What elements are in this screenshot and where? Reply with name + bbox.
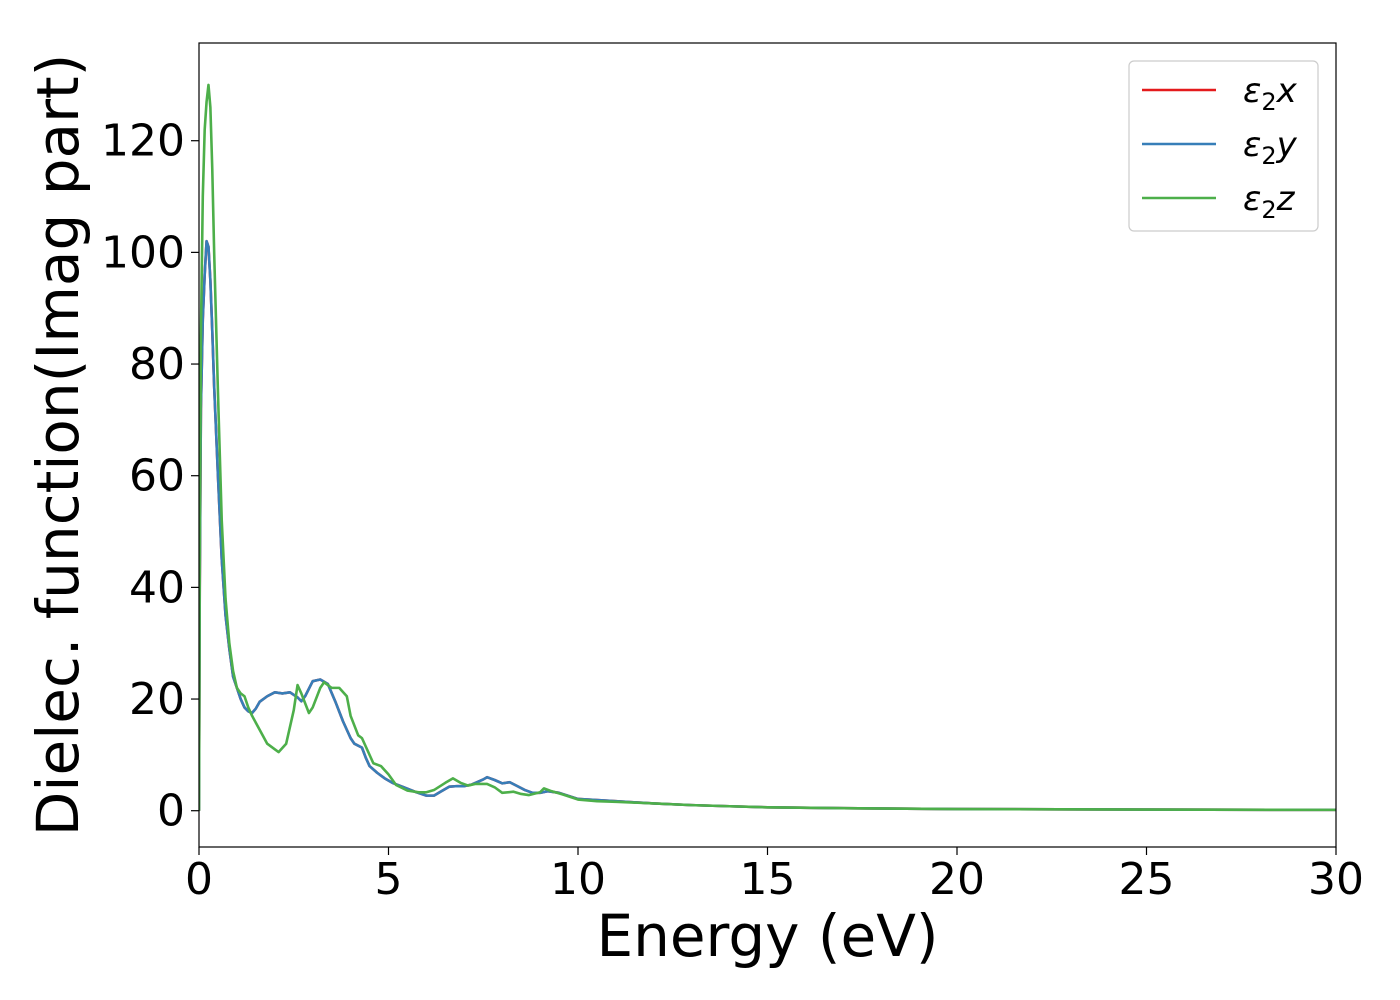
y-axis: 0 20 40 60 80 100 120 xyxy=(101,116,199,837)
x-tick-label: 20 xyxy=(929,854,985,905)
legend-label-x: ε2x xyxy=(1243,71,1298,116)
legend-box xyxy=(1128,60,1319,232)
x-tick-label: 0 xyxy=(185,854,213,905)
y-tick-label: 40 xyxy=(129,562,185,613)
plot-lines xyxy=(199,83,1336,812)
x-tick-label: 30 xyxy=(1308,854,1364,905)
series-line-z xyxy=(199,83,1336,812)
y-tick-label: 0 xyxy=(157,786,185,837)
x-axis-title: Energy (eV) xyxy=(596,902,938,970)
x-axis: 0 5 10 15 20 25 30 xyxy=(185,847,1364,905)
legend-label-y: ε2y xyxy=(1243,125,1298,170)
y-tick-label: 80 xyxy=(129,339,185,390)
y-tick-label: 60 xyxy=(129,451,185,502)
y-axis-title: Dielec. function(Imag part) xyxy=(24,54,92,837)
x-tick-label: 10 xyxy=(550,854,606,905)
x-tick-label: 5 xyxy=(375,854,403,905)
x-tick-label: 15 xyxy=(740,854,796,905)
series-line-x xyxy=(199,239,1336,812)
legend: ε2x ε2y ε2z xyxy=(1128,60,1319,232)
y-tick-label: 100 xyxy=(101,227,185,278)
y-tick-label: 20 xyxy=(129,674,185,725)
x-tick-label: 25 xyxy=(1119,854,1175,905)
series-line-y xyxy=(199,239,1336,812)
y-tick-label: 120 xyxy=(101,116,185,167)
legend-label-z: ε2z xyxy=(1243,179,1296,224)
